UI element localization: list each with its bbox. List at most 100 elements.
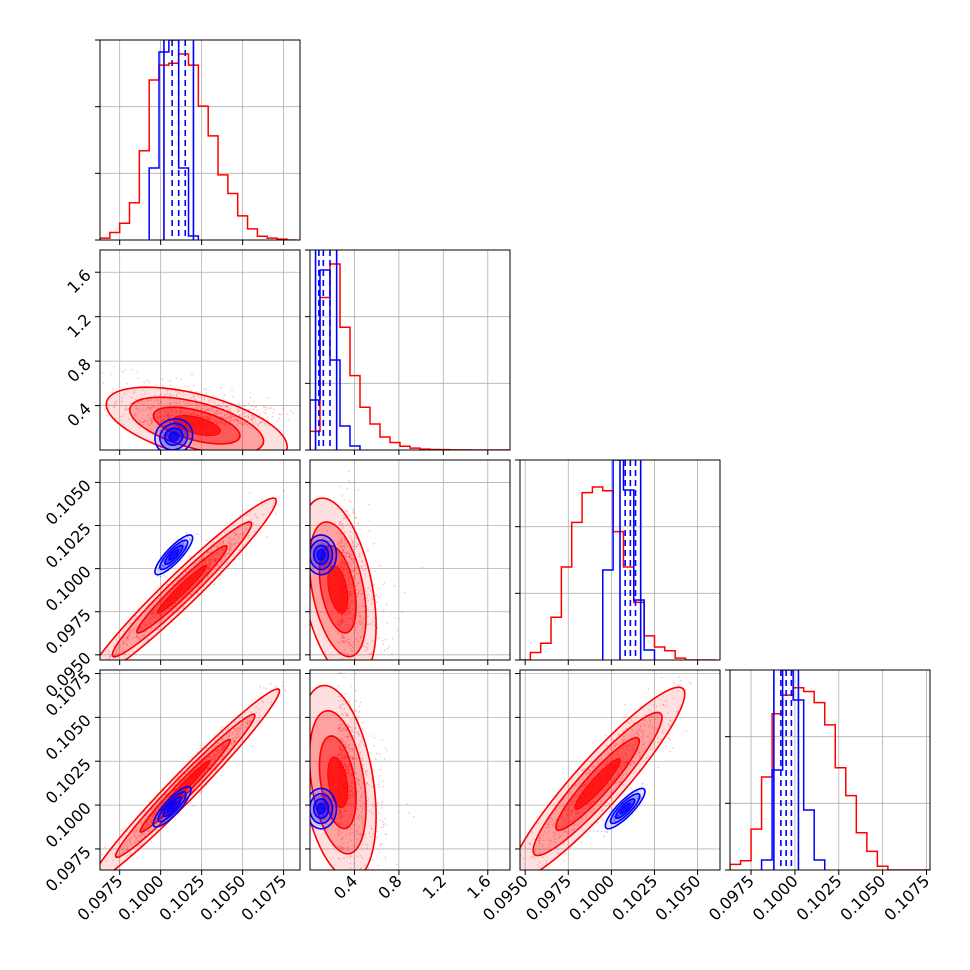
red-sample-point [191,756,193,759]
red-sample-point [350,648,352,650]
red-sample-point [229,538,231,541]
red-sample-point [122,641,125,644]
red-sample-point [243,405,246,407]
red-sample-point [678,676,680,678]
red-sample-point [140,400,143,403]
red-sample-point [349,594,352,597]
red-sample-point [685,730,687,732]
red-sample-point [358,712,360,714]
red-sample-point [188,412,190,415]
red-sample-point [386,749,388,752]
red-sample-point [339,521,341,523]
red-sample-point [266,407,269,409]
red-sample-point [253,400,255,403]
red-sample-point [356,543,359,545]
pair-panel-0-2 [100,460,300,660]
blue-sample-point [196,533,199,535]
red-sample-point [634,708,636,711]
red-sample-point [202,416,205,418]
red-sample-point [197,586,199,589]
red-sample-point [385,833,388,836]
red-sample-point [378,812,380,814]
red-sample-point [230,418,233,420]
red-sample-point [180,410,182,412]
red-sample-point [354,622,357,625]
red-sample-point [208,566,211,569]
red-sample-point [246,514,249,517]
red-sample-point [242,532,245,534]
x-tick-label: 0.8 [374,871,405,902]
red-sample-point [205,572,207,574]
blue-sample-point [179,411,181,414]
red-sample-point [261,498,264,500]
hist-blue [310,269,361,450]
red-sample-point [360,622,363,624]
y-tick-label: 0.0975 [42,605,95,658]
red-sample-point [169,421,171,423]
red-sample-point [128,418,130,421]
red-sample-point [378,819,381,822]
red-sample-point [254,421,257,423]
red-sample-point [229,416,231,418]
red-sample-point [219,419,222,422]
red-sample-point [138,617,141,620]
red-sample-point [405,803,408,805]
red-sample-point [126,636,129,638]
red-sample-point [126,382,128,385]
red-sample-point [250,415,253,418]
panels: 0.09750.10000.10250.10500.10750.40.81.21… [42,39,933,924]
red-sample-point [150,627,153,629]
red-sample-point [168,607,170,610]
red-sample-point [341,563,343,566]
red-sample-point [680,679,682,682]
red-sample-point [538,871,540,873]
blue-sample-point [164,569,167,571]
red-sample-point [284,689,287,692]
red-sample-point [361,891,363,893]
red-sample-point [182,578,185,581]
red-sample-point [340,619,342,622]
red-sample-point [156,605,159,608]
red-sample-point [125,406,127,408]
hist-red [730,686,930,870]
red-sample-point [255,416,257,418]
red-sample-point [342,640,344,642]
red-sample-point [350,602,352,604]
red-sample-point [183,400,185,403]
blue-sample-point [167,417,170,420]
red-sample-point [269,407,272,409]
red-sample-point [193,411,196,414]
red-sample-point [349,575,351,577]
red-sample-point [381,800,384,803]
x-tick-label: 0.1075 [237,871,290,924]
red-sample-point [564,860,566,862]
red-sample-point [355,700,358,702]
red-sample-point [151,422,153,425]
red-sample-point [258,422,261,424]
red-sample-point [117,652,120,654]
red-sample-point [339,522,342,524]
red-sample-point [351,608,354,611]
red-sample-point [159,615,162,617]
red-sample-point [148,381,151,383]
red-sample-point [381,739,384,742]
red-sample-point [197,579,199,582]
red-sample-point [131,629,134,631]
red-sample-point [216,421,219,423]
axes-frame [99,459,301,661]
red-sample-point [357,594,359,597]
red-sample-point [192,385,195,387]
red-sample-point [348,500,351,502]
red-sample-point [340,619,343,621]
axes-frame [99,249,301,451]
red-sample-point [373,583,375,586]
red-sample-point [668,733,671,735]
red-sample-point [340,566,343,568]
red-sample-point [383,582,386,584]
red-sample-point [351,584,353,586]
red-sample-point [200,558,202,560]
red-sample-point [224,416,227,419]
red-sample-point [348,590,350,593]
red-sample-point [172,424,174,427]
red-sample-point [147,638,149,640]
